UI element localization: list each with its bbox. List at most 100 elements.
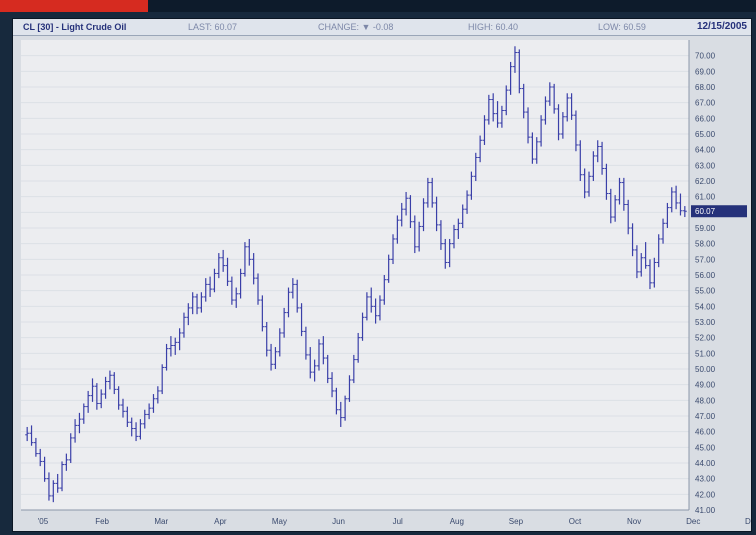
x-tick-label: Mar [154, 517, 168, 526]
x-tick-label: Deh [745, 517, 751, 526]
x-tick-label: Feb [95, 517, 109, 526]
ohlc-bar [447, 238, 452, 268]
ohlc-bar [647, 259, 652, 290]
ohlc-bar [560, 112, 565, 139]
ohlc-bar [147, 403, 152, 420]
ohlc-bar [665, 202, 670, 228]
ohlc-bar [290, 278, 295, 299]
y-tick-label: 50.00 [695, 365, 716, 374]
ohlc-bar [678, 193, 683, 216]
ohlc-bar [661, 218, 666, 244]
ohlc-bar [60, 461, 65, 492]
y-tick-label: 65.00 [695, 130, 716, 139]
y-tick-label: 53.00 [695, 318, 716, 327]
ohlc-bar [608, 188, 613, 224]
ohlc-bar [308, 347, 313, 379]
ohlc-bar [203, 278, 208, 302]
ohlc-bar [321, 336, 326, 365]
ohlc-bar [251, 253, 256, 285]
ohlc-bar [129, 417, 134, 437]
ohlc-bar [164, 343, 169, 371]
low-label: LOW: 60.59 [598, 22, 646, 32]
ohlc-bar [674, 185, 679, 210]
ohlc-bar [421, 198, 426, 232]
ohlc-bar [617, 177, 622, 205]
ohlc-bar [391, 234, 396, 265]
ohlc-bar [216, 253, 221, 279]
y-tick-label: 61.00 [695, 193, 716, 202]
red-corner-accent [0, 0, 148, 12]
ohlc-bar [552, 83, 557, 114]
ohlc-bar [600, 141, 605, 175]
ohlc-bar [643, 242, 648, 269]
ohlc-bar [621, 177, 626, 211]
ohlc-bar [199, 292, 204, 313]
y-tick-label: 56.00 [695, 271, 716, 280]
y-tick-label: 46.00 [695, 428, 716, 437]
x-tick-label: May [272, 517, 287, 526]
ohlc-bar [51, 480, 56, 503]
ohlc-bar [451, 224, 456, 249]
y-tick-label: 47.00 [695, 412, 716, 421]
ohlc-bar [473, 152, 478, 181]
ohlc-bar [652, 257, 657, 288]
y-tick-label: 41.00 [695, 506, 716, 515]
ohlc-bar [46, 472, 51, 501]
last-price-marker-label: 60.07 [695, 207, 716, 216]
y-tick-label: 42.00 [695, 490, 716, 499]
ohlc-bar [369, 287, 374, 313]
y-tick-label: 57.00 [695, 255, 716, 264]
ohlc-bar [160, 364, 165, 395]
y-tick-label: 52.00 [695, 334, 716, 343]
ohlc-bar [404, 191, 409, 216]
ohlc-bar [630, 223, 635, 257]
x-tick-label: Apr [214, 517, 227, 526]
ohlc-bar [238, 268, 243, 299]
ohlc-bar [282, 307, 287, 338]
ohlc-bar [221, 249, 226, 272]
ohlc-bar [316, 339, 321, 371]
ohlc-bar [547, 82, 552, 106]
ohlc-bar [77, 412, 82, 434]
ohlc-bar [626, 199, 631, 235]
y-tick-label: 55.00 [695, 287, 716, 296]
ohlc-bar [526, 107, 531, 144]
y-tick-label: 68.00 [695, 83, 716, 92]
ohlc-bar [430, 177, 435, 208]
y-tick-label: 45.00 [695, 443, 716, 452]
ohlc-bar [565, 93, 570, 122]
ohlc-bar [364, 292, 369, 321]
y-tick-label: 66.00 [695, 114, 716, 123]
ohlc-bar [478, 135, 483, 163]
ohlc-bar [264, 322, 269, 357]
x-tick-label: Aug [450, 517, 464, 526]
ohlc-bar [534, 137, 539, 164]
ohlc-bar [543, 96, 548, 125]
ohlc-bar [377, 295, 382, 321]
ohlc-bar [99, 389, 104, 409]
ohlc-bar [90, 378, 95, 402]
x-tick-label: '05 [38, 517, 49, 526]
ohlc-bar [225, 257, 230, 286]
ohlc-bar [591, 151, 596, 181]
ohlc-bar [508, 61, 513, 95]
ohlc-bar [539, 115, 544, 147]
ohlc-bar [73, 419, 78, 443]
ohlc-bar [247, 238, 252, 266]
ohlc-bar [499, 105, 504, 128]
y-tick-label: 69.00 [695, 67, 716, 76]
ohlc-bar [482, 115, 487, 145]
ohlc-bar [382, 275, 387, 305]
last-price-marker [691, 205, 747, 218]
ohlc-bar [356, 332, 361, 363]
ohlc-bar [86, 390, 91, 413]
ohlc-bar [260, 295, 265, 332]
last-price-label: LAST: 60.07 [188, 22, 238, 32]
ohlc-bar [373, 298, 378, 324]
ohlc-bar [669, 187, 674, 213]
ohlc-bar [521, 83, 526, 119]
ohlc-bar [107, 370, 112, 390]
ohlc-bar [299, 303, 304, 337]
x-tick-label: Sep [509, 517, 524, 526]
y-tick-label: 59.00 [695, 224, 716, 233]
